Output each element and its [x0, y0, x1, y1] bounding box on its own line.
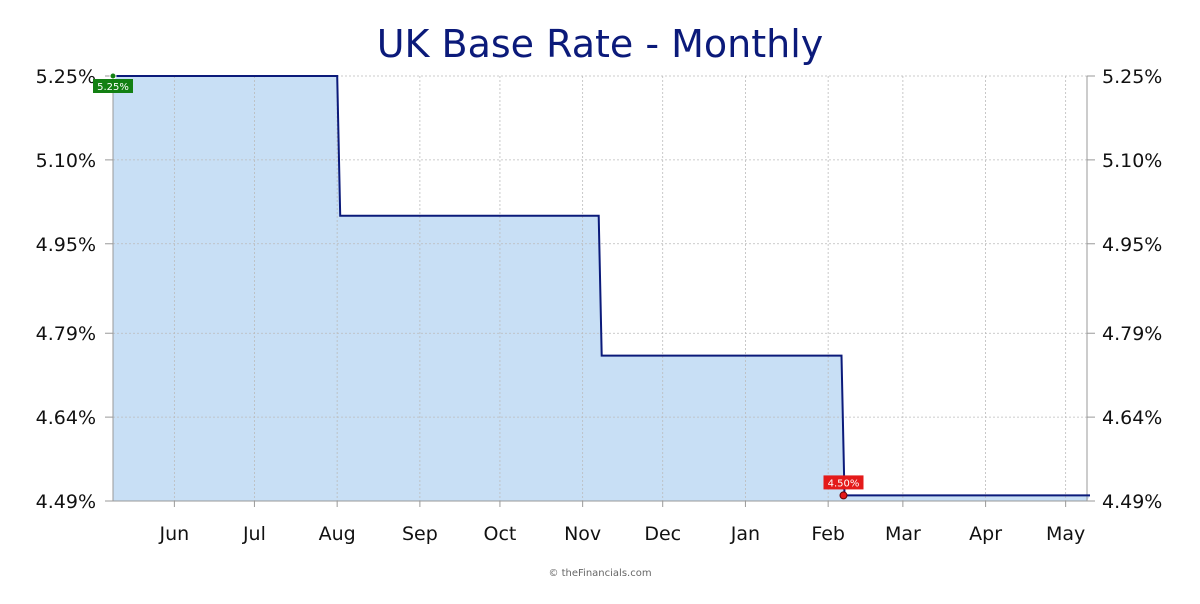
y-tick-label-left: 4.64% [36, 407, 96, 429]
y-tick-label-right: 4.64% [1102, 407, 1162, 429]
x-tick-label: Feb [811, 523, 845, 545]
end-label-text: 4.50% [828, 478, 860, 489]
x-tick-label: Dec [644, 523, 681, 545]
source-credit: © theFinancials.com [548, 568, 652, 579]
y-tick-label-right: 5.25% [1102, 66, 1162, 88]
x-tick-label: Jun [159, 523, 190, 545]
x-tick-label: Apr [969, 523, 1002, 545]
y-tick-label-right: 4.49% [1102, 491, 1162, 513]
y-tick-label-left: 4.79% [36, 323, 96, 345]
x-tick-label: Oct [484, 523, 517, 545]
start-point [109, 72, 117, 80]
x-tick-label: Mar [885, 523, 921, 545]
series-line [113, 75, 1090, 497]
area-fill [113, 76, 1090, 501]
x-tick-label: Sep [402, 523, 438, 545]
x-tick-label: Jul [242, 523, 266, 545]
x-tick-label: Aug [319, 523, 356, 545]
y-tick-label-left: 5.25% [36, 66, 96, 88]
start-label-badge [93, 79, 133, 93]
x-tick-label: May [1046, 523, 1085, 545]
x-tick-label: Jan [730, 523, 760, 545]
x-tick-label: Nov [564, 523, 601, 545]
y-tick-label-left: 4.49% [36, 491, 96, 513]
y-tick-label-right: 5.10% [1102, 150, 1162, 172]
start-label-text: 5.25% [97, 82, 129, 93]
end-point [839, 491, 848, 500]
y-tick-label-left: 4.95% [36, 234, 96, 256]
chart-title: UK Base Rate - Monthly [376, 22, 824, 66]
y-tick-label-right: 4.95% [1102, 234, 1162, 256]
y-tick-label-right: 4.79% [1102, 323, 1162, 345]
y-tick-label-left: 5.10% [36, 150, 96, 172]
end-label-badge [823, 475, 864, 490]
